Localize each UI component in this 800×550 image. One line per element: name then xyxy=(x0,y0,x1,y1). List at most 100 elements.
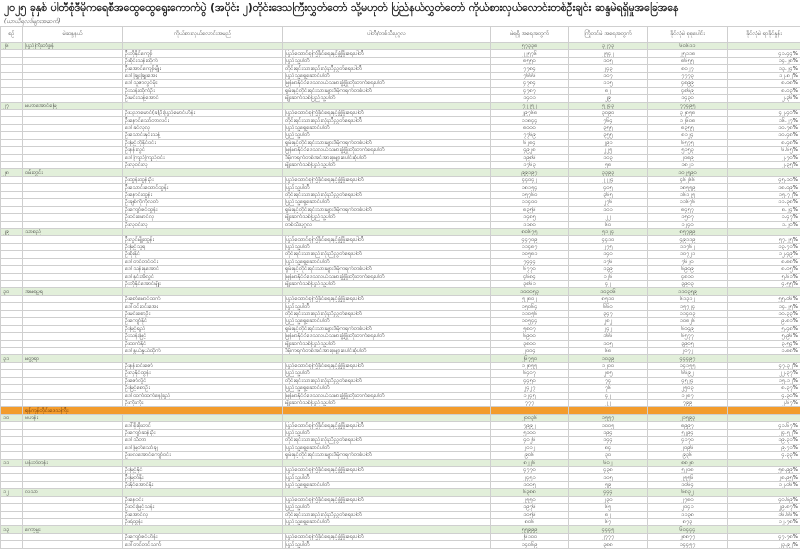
constituency-no xyxy=(0,436,23,445)
advance-votes: ၁၀၃၉ xyxy=(568,354,648,363)
constituency-no xyxy=(0,175,23,185)
candidate-row: ဦးအောင်ကျော်မျိုး တိုင်းရင်းသားစည်းလုံးညီ… xyxy=(0,64,800,73)
constituency-name xyxy=(22,175,123,185)
candidate-row: ဦးနန်းဝင်းဇော် ပြည်ထောင်စုကြံ့ခိုင်ရေးနှင… xyxy=(0,361,800,371)
advance-votes: ၈၄ xyxy=(568,443,648,453)
advance-votes: ၃၀ xyxy=(568,451,648,460)
constituency-no xyxy=(0,369,23,378)
party-name: တိုင်းရင်းသားစည်းလုံးညီညွတ်ရေးပါတီ xyxy=(282,436,491,445)
advance-votes: ၁၀၅ xyxy=(568,339,648,348)
candidate-name: ဦးမြင့်သူရ xyxy=(122,242,283,252)
valid-total: ၇၇၇၃ xyxy=(647,71,728,81)
constituency-name xyxy=(22,443,123,453)
valid-total: ၂၀၈၉ xyxy=(647,153,728,163)
constituency-no xyxy=(0,265,23,274)
candidate-name: ဦးသောင်းထောင်ထွန်း xyxy=(122,183,283,192)
advance-votes: ၅၉ xyxy=(568,480,648,490)
votes-count: ၄၇၈၇ xyxy=(490,86,569,96)
candidate-name: ဦးသန်းမြင့် xyxy=(122,332,283,341)
constituency-no xyxy=(0,510,23,520)
advance-votes: ၂၂၂၄ xyxy=(568,175,648,185)
candidate-name: ဦးကိုးကိုး xyxy=(122,398,283,408)
candidate-row: ဦးမြတ်နိုး ပြည်သူ့ပါတီ ၂၄၅၁ ၁၀၅ ၂၅၅၆ ၂၈.၉၅% xyxy=(0,473,800,482)
constituency-no xyxy=(0,532,23,542)
advance-votes: ၂၈၅ xyxy=(568,369,648,378)
candidate-row: ဦးစော်မောင်ထက် ပြည်ထောင်စုကြံ့ခိုင်ရေးနှင… xyxy=(0,294,800,304)
party-name: ပြည်ထောင်စုကြံ့ခိုင်ရေးနှင့်ဖွံ့ဖြိုးရေး… xyxy=(282,532,491,542)
constituency-name xyxy=(22,153,123,163)
valid-percent: ၄၀.၆၉% xyxy=(727,495,800,505)
advance-votes: ၆၀၂ xyxy=(568,458,648,467)
candidate-name xyxy=(122,227,283,237)
votes-count: ၁၀၀၀၅၃ xyxy=(490,287,569,296)
advance-votes: ၂၇၇၇ xyxy=(568,532,648,542)
candidate-name xyxy=(122,354,283,363)
candidate-name: ဦးဘိုနိုင်အောင်မျိုး xyxy=(122,279,283,289)
valid-total: ၁၅၀၇ xyxy=(647,213,728,222)
header-row: စဉ် မဲဆန္ဒနယ် ကိုယ်စားလှယ်လောင်းအမည် ပါတ… xyxy=(0,26,800,43)
party-name xyxy=(282,227,491,237)
constituency-name xyxy=(22,123,123,133)
constituency-no xyxy=(0,346,23,356)
votes-count: ၃၈၆၁ xyxy=(490,279,569,289)
constituency-row: ၂၇ မဟာအောင်မြေ ၇၂၂၅၂ ၅၂၄၃ ၇၇၄၉၅ xyxy=(0,101,800,110)
valid-percent xyxy=(727,168,800,177)
advance-votes: ၃၆၅ xyxy=(568,190,648,200)
valid-total: ၄၄၄၉၇ xyxy=(647,354,728,363)
valid-percent: ၈.၀၈% xyxy=(727,79,800,88)
valid-total: ၁၂၆၀၈ xyxy=(647,116,728,125)
advance-votes: ၁၀၁ xyxy=(568,205,648,215)
candidate-name: ဦးရဲထွန်း xyxy=(122,517,283,527)
constituency-name xyxy=(22,503,123,512)
constituency-no xyxy=(0,56,23,66)
votes-count: ၁၇၆၃ xyxy=(490,160,569,170)
constituency-name xyxy=(22,220,123,229)
advance-votes: ၇၆ xyxy=(568,384,648,393)
valid-percent: ၄၇.၇၈% xyxy=(727,532,800,542)
party-name: ပြည်သူ့ပါတီ xyxy=(282,473,491,482)
party-name: မျိုးဆက်သစ်ပြည်သူ့ပါတီ xyxy=(282,398,491,408)
advance-votes: ၇၄ xyxy=(568,376,648,386)
party-name xyxy=(282,354,491,363)
constituency-no xyxy=(0,250,23,259)
advance-votes: ၁၃၉ xyxy=(568,265,648,274)
constituency-no xyxy=(0,317,23,326)
advance-votes: ၁၂၀၀ xyxy=(568,361,648,371)
valid-total: ၆၀၄၄၄ xyxy=(647,525,728,534)
valid-total: ၄၁၇၀ xyxy=(647,436,728,445)
candidate-row: ဦးမြင့်သူရ ပြည်သူ့ပါတီ ၁၁၄၈၇ ၂၇၅ ၁၁၇၆၂ ၁၃.၇၁% xyxy=(0,242,800,252)
candidate-row: ဒေါ်တင်တင်ဝင်း ပြည်သူ့ရှေ့ဆောင်ပါတီ ၇၄၄၄ ၁၇… xyxy=(0,257,800,267)
party-name xyxy=(282,287,491,296)
votes-count: ၅၇၃၃၈ xyxy=(490,41,569,51)
valid-percent xyxy=(727,525,800,534)
candidate-name: ဒေါ်နွယ်နွယ်ထိုက် xyxy=(122,346,283,356)
votes-count: ၆၄၀၇ xyxy=(490,369,569,378)
candidate-name: ဦးနန်းဝင်းဇော် xyxy=(122,361,283,371)
constituency-no xyxy=(0,220,23,229)
valid-total: ၁၄၁၅၅ xyxy=(647,361,728,371)
votes-count: ၁၀၅၆ xyxy=(490,510,569,520)
candidate-name: ဒေါ်စိုးစိုးတင် xyxy=(122,421,283,430)
votes-count: ၄၄၀၄၂ xyxy=(490,175,569,185)
candidate-name: ဦးနောင်းထွန်း xyxy=(122,190,283,200)
valid-percent: ၂.၃၅% xyxy=(727,160,800,170)
constituency-name xyxy=(22,384,123,393)
candidate-name: ဦးထွန်းထွန်းဦး xyxy=(122,175,283,185)
constituency-no xyxy=(0,242,23,252)
constituency-row: ၂၆ ပြည်ကြီးတံခွန် ၅၇၃၃၈ ၃၂၇၃ ၆၀၆၁၁ xyxy=(0,41,800,51)
constituency-no xyxy=(0,309,23,319)
constituency-name: မတ္တရာ xyxy=(22,354,123,363)
party-name: ပြည်သူ့ရှေ့ဆောင်ပါတီ xyxy=(282,517,491,527)
votes-count: ၆၃၈၈ xyxy=(490,488,569,497)
party-name: ရှမ်းနှင့်တိုင်းရင်းသားများဒီမိုကရက်တစ်ပ… xyxy=(282,205,491,215)
candidate-row: ဦးစိုင်းသန်းထိုက် ပြည်သူ့ပါတီ ၈၅၅၀ ၁၀၅ ၈၆၅၅၁… xyxy=(0,56,800,66)
constituency-no xyxy=(0,123,23,133)
valid-total: ၈၈၂၈ xyxy=(647,458,728,467)
votes-count: ၁၀၅၈၁ xyxy=(490,250,569,259)
valid-percent: ၂.၃၆% xyxy=(727,94,800,103)
advance-votes: ၃၅၅ xyxy=(568,131,648,140)
party-name: တိုင်းရင်းသားစည်းလုံးညီညွတ်ရေးပါတီ xyxy=(282,510,491,520)
party-name: ပြည်သူ့ပါတီ xyxy=(282,56,491,66)
valid-total: ၁၁၃၈ xyxy=(647,510,728,520)
party-name: မြန်မာနိုင်ငံဒေသလယ်သမားဖွံ့ဖြိုးတိုးတက်ရ… xyxy=(282,391,491,401)
